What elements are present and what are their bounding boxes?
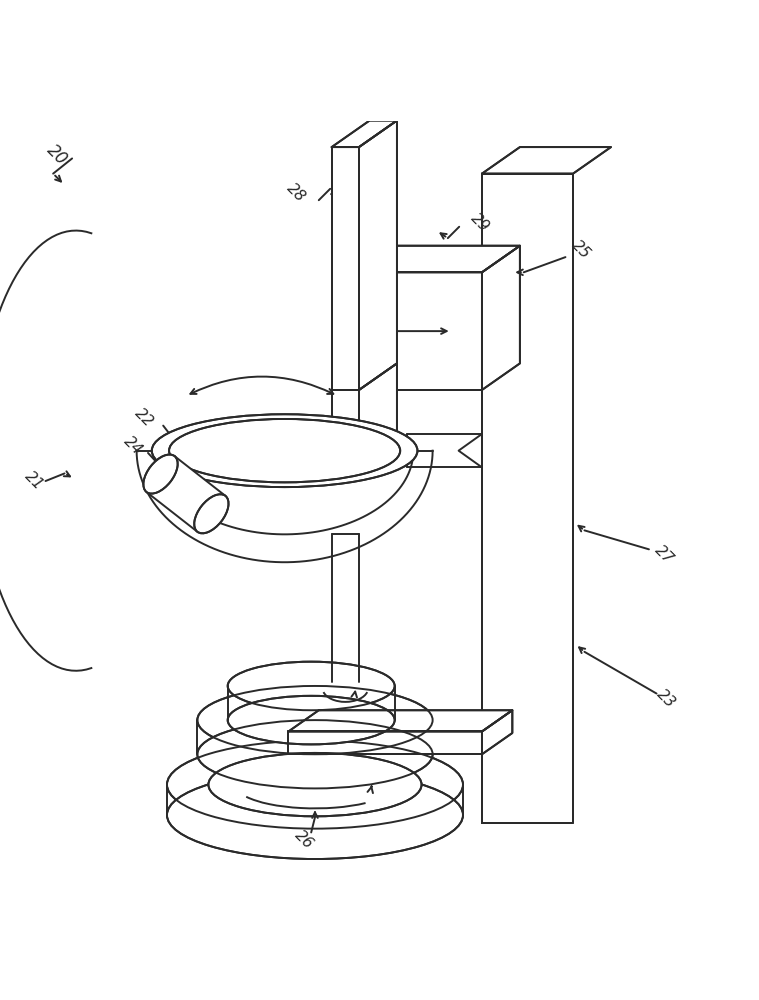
- Ellipse shape: [228, 662, 395, 710]
- Text: 28: 28: [284, 180, 308, 205]
- Polygon shape: [359, 120, 397, 390]
- Ellipse shape: [169, 419, 400, 482]
- Ellipse shape: [194, 494, 228, 533]
- Text: 27: 27: [652, 542, 676, 567]
- Text: 26: 26: [291, 828, 316, 852]
- Polygon shape: [482, 710, 512, 754]
- Ellipse shape: [152, 414, 417, 487]
- Polygon shape: [334, 246, 520, 272]
- Polygon shape: [332, 120, 397, 147]
- Ellipse shape: [167, 771, 463, 859]
- Text: 22: 22: [132, 406, 156, 430]
- Polygon shape: [482, 246, 520, 390]
- Text: 21: 21: [22, 469, 46, 493]
- Text: 20: 20: [43, 141, 71, 169]
- Ellipse shape: [143, 455, 178, 494]
- Polygon shape: [332, 147, 359, 390]
- Ellipse shape: [167, 741, 463, 829]
- Polygon shape: [334, 272, 482, 390]
- Polygon shape: [458, 434, 482, 467]
- Polygon shape: [288, 710, 512, 731]
- Ellipse shape: [209, 753, 421, 816]
- Ellipse shape: [197, 686, 433, 754]
- Text: 23: 23: [654, 687, 679, 711]
- Polygon shape: [359, 363, 397, 473]
- Text: 29: 29: [468, 211, 492, 235]
- Text: 25: 25: [568, 237, 593, 262]
- Ellipse shape: [197, 720, 433, 788]
- Polygon shape: [156, 451, 414, 534]
- Ellipse shape: [228, 696, 395, 744]
- Polygon shape: [146, 456, 225, 532]
- Polygon shape: [482, 147, 611, 174]
- Polygon shape: [332, 390, 359, 473]
- Text: 24: 24: [121, 433, 145, 458]
- Polygon shape: [288, 731, 482, 754]
- Polygon shape: [482, 174, 573, 823]
